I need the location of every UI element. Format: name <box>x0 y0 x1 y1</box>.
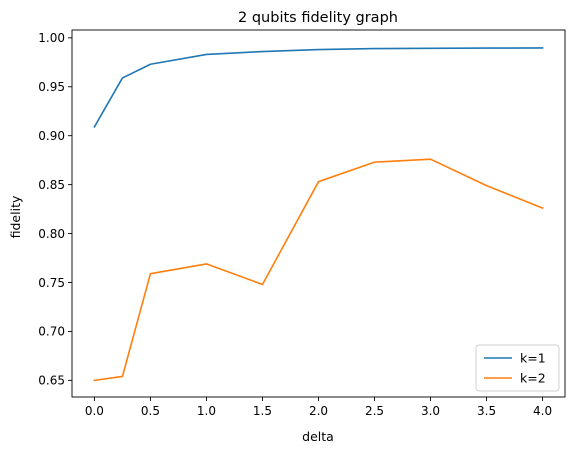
series-line-1 <box>93 47 544 128</box>
x-tick-label: 1.0 <box>197 404 216 418</box>
y-tick-label: 0.90 <box>38 129 65 143</box>
y-tick-label: 0.85 <box>38 178 65 192</box>
x-axis-title: delta <box>302 429 334 444</box>
x-tick-label: 3.0 <box>421 404 440 418</box>
y-tick-label: 0.80 <box>38 227 65 241</box>
x-tick-label: 1.5 <box>253 404 272 418</box>
x-tick-label: 3.5 <box>477 404 496 418</box>
plot-frame <box>71 29 566 398</box>
y-tick-label: 1.00 <box>38 31 65 45</box>
x-tick-label: 0.0 <box>85 404 104 418</box>
y-tick-label: 0.75 <box>38 276 65 290</box>
x-tick-label: 0.5 <box>141 404 160 418</box>
series-line-2 <box>93 158 544 382</box>
legend-label-1: k=1 <box>520 351 546 366</box>
y-tick-label: 0.65 <box>38 374 65 388</box>
y-tick-label: 0.70 <box>38 325 65 339</box>
legend-label-2: k=2 <box>520 371 546 386</box>
x-tick-label: 4.0 <box>533 404 552 418</box>
chart-title: 2 qubits fidelity graph <box>238 10 398 26</box>
legend-box <box>475 344 560 392</box>
y-axis-title: fidelity <box>8 195 23 238</box>
x-tick-label: 2.5 <box>365 404 384 418</box>
y-tick-label: 0.95 <box>38 80 65 94</box>
x-tick-label: 2.0 <box>309 404 328 418</box>
